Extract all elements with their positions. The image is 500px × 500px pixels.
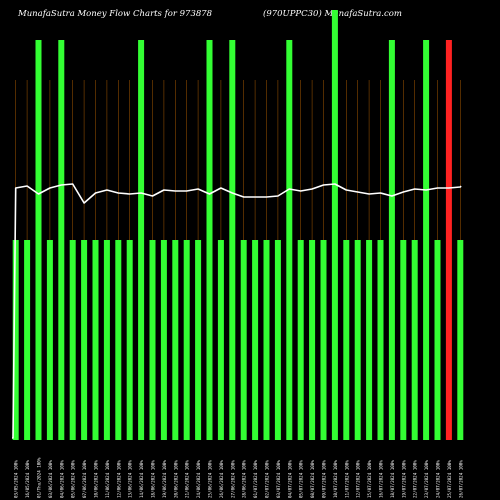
money-flow-bar xyxy=(388,40,395,440)
x-tick-label: 18/06/2024 100% xyxy=(151,460,156,498)
x-tick-label: 15/07/2024 100% xyxy=(367,460,372,498)
money-flow-bar xyxy=(24,240,31,440)
money-flow-bar xyxy=(46,240,53,440)
x-tick-label: 05/06/2024 100% xyxy=(71,460,76,498)
money-flow-bar xyxy=(297,240,304,440)
money-flow-bar xyxy=(457,240,464,440)
money-flow-bar xyxy=(377,240,384,440)
x-tick-label: 21/06/2024 100% xyxy=(185,460,190,498)
x-tick-label: 24/07/2024 100% xyxy=(436,460,441,498)
money-flow-bar xyxy=(217,240,224,440)
x-tick-label: 12/06/2024 100% xyxy=(116,460,121,498)
x-tick-label: 23/07/2024 100% xyxy=(424,460,429,498)
money-flow-bar xyxy=(229,40,236,440)
money-flow-bar xyxy=(411,240,418,440)
x-tick-label: 11/06/2024 100% xyxy=(105,460,110,498)
x-tick-label: 03/05/2024 100% xyxy=(14,460,19,498)
x-tick-label: 02/07/2024 100% xyxy=(265,460,270,498)
x-tick-label: 11/07/2024 100% xyxy=(344,460,349,498)
money-flow-bar xyxy=(445,40,452,440)
money-flow-bar xyxy=(195,240,202,440)
money-flow-bar xyxy=(92,240,99,440)
x-tick-label: 28/06/2024 100% xyxy=(242,460,247,498)
money-flow-bar xyxy=(263,240,270,440)
money-flow-bar xyxy=(400,240,407,440)
x-tick-label: 13/06/2024 100% xyxy=(128,460,133,498)
money-flow-bar xyxy=(172,240,179,440)
money-flow-bar xyxy=(103,240,110,440)
money-flow-bar xyxy=(286,40,293,440)
x-tick-label: 27/06/2024 100% xyxy=(230,460,235,498)
money-flow-bar xyxy=(160,240,167,440)
money-flow-bar xyxy=(423,40,430,440)
x-tick-label: 18/07/2024 100% xyxy=(390,460,395,498)
x-tick-label: 03/06/2024 100% xyxy=(48,460,53,498)
money-flow-bar xyxy=(69,240,76,440)
money-flow-bar xyxy=(138,40,145,440)
money-flow-bar xyxy=(81,240,88,440)
chart-title: MunafaSutra Money Flow Charts for 973878 xyxy=(18,9,213,19)
money-flow-bar xyxy=(309,240,316,440)
money-flow-bar xyxy=(149,240,156,440)
price-line xyxy=(12,183,462,439)
money-flow-bar xyxy=(331,10,338,440)
x-tick-label: 09/07/2024 100% xyxy=(322,460,327,498)
money-flow-bar xyxy=(183,240,190,440)
x-tick-label: 03/07/2024 100% xyxy=(276,460,281,498)
x-tick-label: 25/07/2024 100% xyxy=(447,460,452,498)
money-flow-bar xyxy=(115,240,122,440)
x-tick-label: 10/06/2024 100% xyxy=(94,460,99,498)
money-flow-bar xyxy=(126,240,133,440)
money-flow-bar xyxy=(354,240,361,440)
money-flow-bar xyxy=(240,240,247,440)
x-tick-label: 05/07/2024 100% xyxy=(299,460,304,498)
money-flow-bar xyxy=(274,240,281,440)
x-tick-label: 07/06/2024 100% xyxy=(82,460,87,498)
money-flow-bar xyxy=(343,240,350,440)
money-flow-bar xyxy=(366,240,373,440)
x-tick-label: 22/07/2024 100% xyxy=(413,460,418,498)
money-flow-bar xyxy=(12,240,19,440)
x-tick-label: 14/06/2024 100% xyxy=(139,460,144,498)
x-tick-label: 19/07/2024 100% xyxy=(401,460,406,498)
money-flow-bar xyxy=(252,240,259,440)
x-tick-label: 08/07/2024 100% xyxy=(310,460,315,498)
x-tick-label: 01/07/2024 100% xyxy=(253,460,258,498)
money-flow-bar xyxy=(320,240,327,440)
x-tick-label: 20/06/2024 100% xyxy=(173,460,178,498)
money-flow-bar xyxy=(58,40,65,440)
x-tick-label: 10/07/2024 100% xyxy=(333,460,338,498)
x-tick-label: 25/06/2024 100% xyxy=(208,460,213,498)
x-tick-label: 01/Thu/2024 100% xyxy=(37,457,42,498)
x-tick-label: 26/06/2024 100% xyxy=(219,460,224,498)
x-tick-label: 16/05/2024 100% xyxy=(25,460,30,498)
x-tick-label: 19/06/2024 100% xyxy=(162,460,167,498)
x-tick-label: 04/07/2024 100% xyxy=(287,460,292,498)
x-tick-label: 04/06/2024 100% xyxy=(59,460,64,498)
money-flow-bar xyxy=(35,40,42,440)
money-flow-bar xyxy=(434,240,441,440)
x-tick-label: 16/07/2024 100% xyxy=(379,460,384,498)
x-tick-label: 24/06/2024 100% xyxy=(196,460,201,498)
money-flow-bar xyxy=(206,40,213,440)
x-tick-label: 26/07/2024 100% xyxy=(458,460,463,498)
x-tick-label: 12/07/2024 100% xyxy=(356,460,361,498)
